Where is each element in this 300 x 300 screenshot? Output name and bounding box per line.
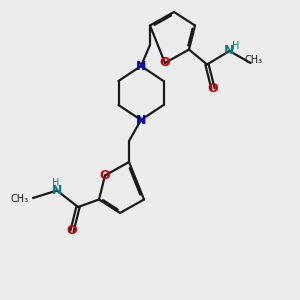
Text: CH₃: CH₃	[11, 194, 28, 205]
Text: O: O	[100, 169, 110, 182]
Text: N: N	[136, 59, 146, 73]
Text: H: H	[232, 40, 240, 51]
Text: H: H	[52, 178, 59, 188]
Text: O: O	[160, 56, 170, 70]
Text: N: N	[224, 44, 235, 58]
Text: N: N	[136, 113, 146, 127]
Text: N: N	[52, 184, 62, 197]
Text: CH₃: CH₃	[244, 55, 262, 65]
Text: O: O	[208, 82, 218, 95]
Text: O: O	[67, 224, 77, 238]
